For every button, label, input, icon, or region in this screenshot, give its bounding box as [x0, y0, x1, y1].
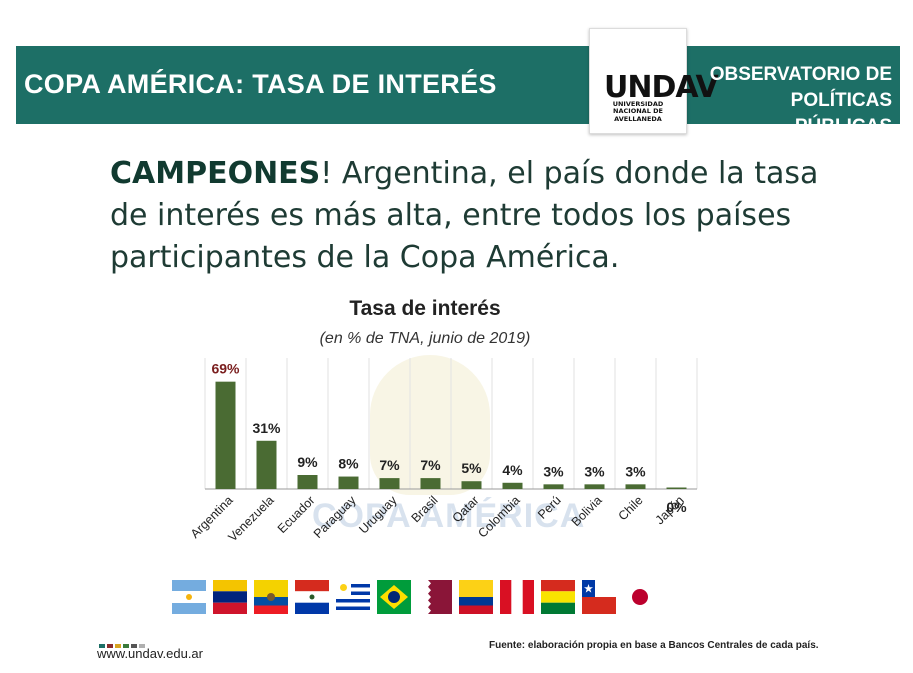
- category-label-bolivia: Bolivia: [569, 493, 605, 529]
- argentina-flag-icon: [172, 580, 206, 614]
- brasil-flag-icon: [377, 580, 411, 614]
- bar-japón: [666, 487, 687, 489]
- value-label-venezuela: 31%: [252, 420, 281, 436]
- bar-qatar: [461, 481, 482, 489]
- paraguay-flag-icon: [295, 580, 329, 614]
- value-label-perú: 3%: [543, 463, 564, 479]
- category-label-uruguay: Uruguay: [356, 493, 400, 537]
- uruguay-flag-icon: [336, 580, 370, 614]
- brand-dot: [107, 644, 113, 648]
- footer-url[interactable]: www.undav.edu.ar: [97, 646, 203, 661]
- brand-dot: [131, 644, 137, 648]
- bar-argentina: [215, 381, 236, 489]
- bar-colombia: [502, 482, 523, 489]
- copa-america-watermark: COPA AMÉRICA: [312, 497, 586, 535]
- observatory-line-2: POLÍTICAS PÚBLICAS: [790, 90, 892, 137]
- header-banner: [16, 46, 900, 124]
- category-label-chile: Chile: [616, 493, 646, 523]
- value-label-argentina: 69%: [211, 361, 240, 377]
- value-label-qatar: 5%: [461, 460, 482, 476]
- brand-dot: [139, 644, 145, 648]
- venezuela-flag-icon: [213, 580, 247, 614]
- chart-title: Tasa de interés: [349, 297, 501, 320]
- bar-perú: [543, 484, 564, 489]
- brand-dots: [99, 635, 147, 653]
- logo-text: UNDAV: [604, 70, 719, 105]
- value-label-brasil: 7%: [420, 457, 441, 473]
- bar-ecuador: [297, 475, 318, 489]
- headline: CAMPEONES! Argentina, el país donde la t…: [110, 153, 830, 279]
- value-label-uruguay: 7%: [379, 457, 400, 473]
- undav-logo: [589, 28, 687, 134]
- value-label-japón: 0%: [666, 499, 687, 515]
- peru-flag-icon: [500, 580, 534, 614]
- bar-chile: [625, 484, 646, 489]
- footer-source: Fuente: elaboración propia en base a Ban…: [489, 640, 819, 651]
- category-label-perú: Perú: [535, 493, 564, 522]
- category-label-qatar: Qatar: [450, 493, 482, 525]
- bar-bolivia: [584, 484, 605, 489]
- brand-dot: [115, 644, 121, 648]
- observatory-label: OBSERVATORIO DE POLÍTICAS PÚBLICAS: [692, 62, 892, 140]
- value-label-bolivia: 3%: [584, 463, 605, 479]
- bolivia-flag-icon: [541, 580, 575, 614]
- chart-subtitle: (en % de TNA, junio de 2019): [319, 330, 531, 347]
- observatory-line-1: OBSERVATORIO DE: [709, 64, 892, 85]
- chile-flag-icon: [582, 580, 616, 614]
- bar-uruguay: [379, 478, 400, 489]
- brand-dot: [123, 644, 129, 648]
- bar-brasil: [420, 478, 441, 489]
- japon-flag-icon: [623, 580, 657, 614]
- value-label-colombia: 4%: [502, 462, 523, 478]
- value-label-chile: 3%: [625, 463, 646, 479]
- category-label-colombia: Colombia: [475, 493, 522, 540]
- colombia-flag-icon: [459, 580, 493, 614]
- bar-paraguay: [338, 476, 359, 489]
- qatar-flag-icon: [418, 580, 452, 614]
- category-label-brasil: Brasil: [409, 493, 441, 525]
- brand-dot: [99, 644, 105, 648]
- copa-america-emblem: [370, 355, 490, 495]
- logo-subtitle: UNIVERSIDAD NACIONAL DE AVELLANEDA: [612, 100, 664, 123]
- bar-venezuela: [256, 440, 277, 489]
- category-label-paraguay: Paraguay: [311, 493, 359, 541]
- value-label-paraguay: 8%: [338, 456, 359, 472]
- headline-rest: ! Argentina, el país donde la tasa de in…: [110, 156, 819, 275]
- page-title: COPA AMÉRICA: TASA DE INTERÉS: [24, 69, 497, 99]
- value-label-ecuador: 9%: [297, 454, 318, 470]
- ecuador-flag-icon: [254, 580, 288, 614]
- headline-bold: CAMPEONES: [110, 156, 321, 191]
